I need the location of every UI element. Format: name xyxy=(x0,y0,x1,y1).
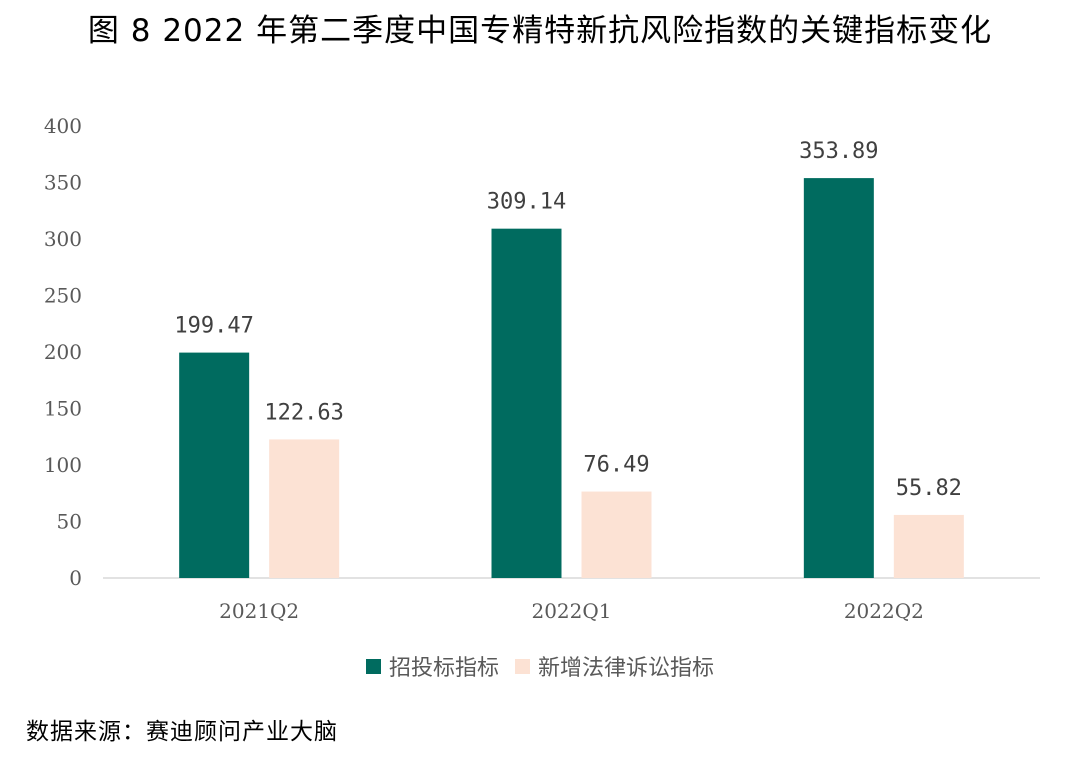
data-label-series-1-2022Q2: 353.89 xyxy=(799,139,878,164)
legend-item-series-2: 新增法律诉讼指标 xyxy=(515,650,714,682)
legend-item-series-1: 招投标指标 xyxy=(365,650,499,682)
data-source: 数据来源：赛迪顾问产业大脑 xyxy=(26,719,338,745)
data-label-series-1-2021Q2: 199.47 xyxy=(174,314,253,339)
y-tick-label: 400 xyxy=(44,114,82,138)
x-axis-ticks: 2021Q2 2022Q1 2022Q2 xyxy=(219,599,924,623)
y-tick-label: 0 xyxy=(69,566,82,590)
y-axis-ticks: 0 50 100 150 200 250 300 350 400 xyxy=(44,114,82,590)
data-label-series-2-2022Q1: 76.49 xyxy=(583,453,649,478)
bar-series-2-2021Q2 xyxy=(269,439,340,578)
bar-series-1-2022Q2 xyxy=(803,178,874,578)
y-tick-label: 150 xyxy=(44,397,82,421)
legend-label-series-1: 招投标指标 xyxy=(388,656,499,681)
legend-swatch-series-1 xyxy=(365,658,381,674)
bar-series-2-2022Q1 xyxy=(581,491,652,578)
bar-series-1-2021Q2 xyxy=(179,352,250,578)
y-tick-label: 100 xyxy=(44,453,82,477)
x-tick-label: 2021Q2 xyxy=(219,599,299,623)
data-labels-group: 199.47 122.63 309.14 76.49 353.89 55.82 xyxy=(174,139,962,501)
y-tick-label: 350 xyxy=(44,171,82,195)
y-tick-label: 200 xyxy=(44,340,82,364)
bar-series-1-2022Q1 xyxy=(491,228,562,578)
legend-swatch-series-2 xyxy=(515,658,530,674)
y-tick-label: 50 xyxy=(57,510,82,534)
y-tick-label: 250 xyxy=(44,284,82,308)
y-tick-label: 300 xyxy=(44,227,82,251)
x-tick-label: 2022Q1 xyxy=(531,599,611,623)
bars-group xyxy=(179,178,964,578)
legend: 招投标指标 新增法律诉讼指标 xyxy=(0,650,1080,682)
data-label-series-2-2021Q2: 122.63 xyxy=(264,400,343,425)
data-label-series-2-2022Q2: 55.82 xyxy=(896,476,962,501)
legend-label-series-2: 新增法律诉讼指标 xyxy=(538,656,715,681)
x-tick-label: 2022Q2 xyxy=(844,599,924,623)
data-label-series-1-2022Q1: 309.14 xyxy=(487,190,566,215)
chart-title: 图 8 2022 年第二季度中国专精特新抗风险指数的关键指标变化 xyxy=(87,13,993,49)
bar-series-2-2022Q2 xyxy=(893,514,964,578)
